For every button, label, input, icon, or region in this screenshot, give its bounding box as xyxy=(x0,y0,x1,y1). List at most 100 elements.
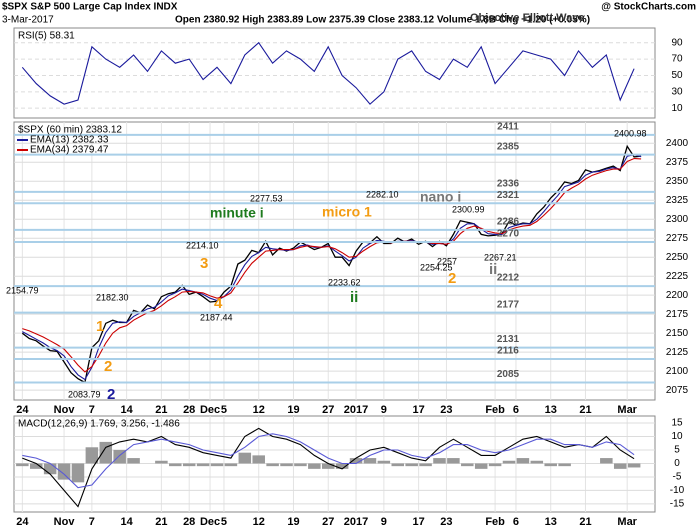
x-tick-label: 12 xyxy=(253,516,265,528)
quote: Open 2380.92 High 2383.89 Low 2375.39 Cl… xyxy=(175,15,590,26)
y-tick-label: 10 xyxy=(671,103,683,114)
histogram-bar xyxy=(488,463,502,467)
legend-entry: $SPX (60 min) 2383.12 xyxy=(18,125,122,136)
level-label: 2286 xyxy=(497,216,520,227)
panel xyxy=(13,121,656,401)
annotation: ii xyxy=(350,289,358,306)
histogram-bar xyxy=(308,463,321,469)
annotation: 2267.21 xyxy=(484,252,517,262)
series-line xyxy=(21,41,635,105)
y-tick-label: 2175 xyxy=(666,309,689,320)
x-tick-label: 21 xyxy=(579,516,591,528)
y-tick-label: 2250 xyxy=(666,252,689,263)
y-tick-label: 0 xyxy=(674,458,680,469)
legend-entry: EMA(34) 2379.47 xyxy=(30,145,109,156)
histogram-bar xyxy=(43,463,57,475)
x-tick-label: 5 xyxy=(221,516,227,528)
credit: @ StockCharts.com xyxy=(601,2,696,13)
histogram-bar xyxy=(127,458,140,464)
x-tick-label: 17 xyxy=(412,404,424,416)
y-tick-label: 70 xyxy=(671,54,683,65)
histogram-bar xyxy=(377,460,391,464)
annotation: ii xyxy=(489,261,497,278)
histogram-bar xyxy=(294,463,307,467)
level-label: 2321 xyxy=(497,190,520,201)
histogram-bar xyxy=(391,463,405,467)
x-tick-label: 28 xyxy=(183,516,195,528)
x-tick-label: 9 xyxy=(381,404,387,416)
series-line xyxy=(22,157,642,373)
y-tick-label: 2200 xyxy=(666,290,689,301)
x-tick-label: Feb xyxy=(485,404,505,416)
annotation: 2187.44 xyxy=(200,312,233,322)
x-tick-label: 23 xyxy=(440,404,452,416)
histogram-bar xyxy=(85,447,99,464)
histogram-bar xyxy=(433,458,446,464)
histogram-bar xyxy=(335,463,349,469)
y-tick-label: 2375 xyxy=(666,157,689,168)
histogram-bar xyxy=(544,463,557,467)
level-label: 2336 xyxy=(497,179,520,190)
date: 3-Mar-2017 xyxy=(2,15,54,26)
x-tick-label: 19 xyxy=(287,516,299,528)
histogram-bar xyxy=(57,463,71,480)
x-tick-label: 21 xyxy=(155,404,167,416)
histogram-bar xyxy=(210,463,224,467)
histogram-bar xyxy=(613,463,627,469)
y-tick-label: -10 xyxy=(670,485,685,496)
panel-title: MACD(12,26,9) 1.769, 3.256, -1.486 xyxy=(18,419,180,430)
x-tick-label: 7 xyxy=(89,516,95,528)
histogram-bar xyxy=(600,458,613,464)
y-tick-label: 2350 xyxy=(666,176,689,187)
x-tick-label: 21 xyxy=(579,404,591,416)
level-label: 2270 xyxy=(497,229,520,240)
histogram-bar xyxy=(502,460,516,464)
x-tick-label: 19 xyxy=(287,404,299,416)
y-tick-label: 50 xyxy=(671,70,683,81)
x-tick-label: 24 xyxy=(16,516,29,528)
y-tick-label: 90 xyxy=(671,37,683,48)
x-tick-label: 12 xyxy=(253,404,265,416)
histogram-bar xyxy=(238,452,252,464)
annotation: 2254.25 xyxy=(420,262,453,272)
histogram-bar xyxy=(363,458,377,464)
x-tick-label: 23 xyxy=(440,516,452,528)
chart-title: $SPX S&P 500 Large Cap Index INDX xyxy=(2,2,178,13)
x-tick-label: Nov xyxy=(54,516,76,528)
series-line xyxy=(22,427,635,508)
y-tick-label: -5 xyxy=(673,472,682,483)
x-tick-label: 21 xyxy=(155,516,167,528)
x-tick-label: Feb xyxy=(485,516,505,528)
x-tick-label: Mar xyxy=(617,404,637,416)
level-label: 2177 xyxy=(497,299,520,310)
y-tick-label: 2400 xyxy=(666,138,689,149)
histogram-bar xyxy=(169,463,182,467)
y-tick-label: 15 xyxy=(671,418,683,429)
histogram-bar xyxy=(419,463,432,467)
y-tick-label: 2075 xyxy=(666,385,689,396)
y-tick-label: 5 xyxy=(674,445,680,456)
x-tick-label: 5 xyxy=(221,404,227,416)
histogram-bar xyxy=(558,463,571,467)
x-tick-label: 28 xyxy=(183,404,195,416)
level-label: 2411 xyxy=(497,122,519,133)
x-tick-label: 13 xyxy=(545,516,557,528)
y-tick-label: 2300 xyxy=(666,214,689,225)
histogram-bar xyxy=(16,463,29,467)
watermark: Objective Elliott Wave xyxy=(470,12,585,24)
histogram-bar xyxy=(280,463,293,467)
histogram-bar xyxy=(252,455,265,464)
x-tick-label: 13 xyxy=(545,404,557,416)
annotation: 2182.30 xyxy=(96,292,129,302)
x-tick-label: 9 xyxy=(381,516,387,528)
annotation: 3 xyxy=(200,255,208,272)
y-tick-label: 2125 xyxy=(666,347,689,358)
histogram-bar xyxy=(29,463,43,469)
histogram-bar xyxy=(266,463,279,467)
histogram-bar xyxy=(516,458,530,464)
panel xyxy=(13,27,656,119)
x-tick-label: 6 xyxy=(513,516,519,528)
x-tick-label: 27 xyxy=(322,404,334,416)
annotation: 2257 xyxy=(437,256,457,266)
y-tick-label: 2325 xyxy=(666,195,689,206)
